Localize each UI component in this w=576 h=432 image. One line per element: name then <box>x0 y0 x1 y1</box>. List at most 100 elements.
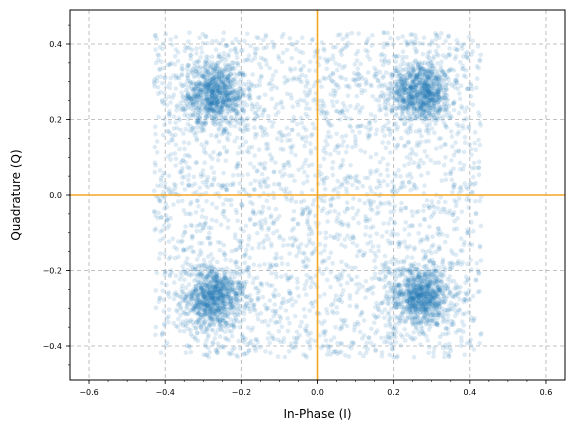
scatter-point <box>200 292 206 297</box>
scatter-point <box>211 294 216 300</box>
scatter-point <box>406 304 412 309</box>
scatter-point <box>416 294 422 300</box>
scatter-point <box>341 139 346 144</box>
scatter-point <box>439 77 445 83</box>
scatter-point <box>418 291 424 297</box>
scatter-point <box>305 174 310 179</box>
scatter-point <box>204 139 209 145</box>
scatter-point <box>307 308 312 313</box>
scatter-point <box>178 313 183 318</box>
scatter-point <box>295 39 300 45</box>
scatter-point <box>236 312 241 318</box>
scatter-point <box>466 205 471 210</box>
scatter-point <box>205 40 210 46</box>
scatter-point <box>433 249 439 255</box>
scatter-point <box>428 293 433 298</box>
scatter-point <box>470 49 476 54</box>
scatter-point <box>198 92 204 98</box>
scatter-point <box>179 72 184 78</box>
scatter-point <box>234 259 240 265</box>
scatter-point <box>451 68 457 73</box>
scatter-point <box>211 95 217 101</box>
scatter-point <box>434 273 439 279</box>
scatter-point <box>334 99 340 105</box>
scatter-point <box>233 293 239 299</box>
scatter-point <box>449 177 455 182</box>
scatter-point <box>214 283 219 289</box>
scatter-point <box>451 107 457 113</box>
scatter-point <box>223 98 229 104</box>
scatter-point <box>354 303 359 308</box>
scatter-point <box>161 308 167 314</box>
scatter-point <box>379 350 385 355</box>
scatter-point <box>394 329 399 335</box>
scatter-point <box>398 208 404 214</box>
scatter-point <box>418 173 424 178</box>
scatter-point <box>235 109 240 114</box>
scatter-point <box>468 146 474 152</box>
scatter-point <box>246 53 252 58</box>
scatter-point <box>397 76 402 82</box>
scatter-point <box>230 303 235 309</box>
scatter-point <box>219 113 224 118</box>
scatter-point <box>293 152 298 158</box>
scatter-point <box>266 114 271 119</box>
scatter-point <box>216 139 222 144</box>
scatter-point <box>375 77 381 83</box>
scatter-point <box>437 334 443 340</box>
scatter-point <box>193 94 199 99</box>
scatter-point <box>230 173 236 178</box>
scatter-point <box>387 94 393 100</box>
scatter-point <box>411 286 417 291</box>
scatter-point <box>237 292 242 298</box>
scatter-point <box>419 60 425 66</box>
scatter-point <box>381 178 387 184</box>
scatter-point <box>434 97 440 102</box>
scatter-point <box>402 227 407 232</box>
scatter-point <box>445 308 450 314</box>
scatter-point <box>186 177 191 183</box>
scatter-point <box>304 272 309 278</box>
scatter-point <box>441 293 447 299</box>
scatter-point <box>224 312 229 318</box>
scatter-point <box>412 111 418 117</box>
scatter-point <box>273 160 278 165</box>
scatter-point <box>404 75 409 81</box>
scatter-point <box>202 78 208 83</box>
scatter-point <box>425 93 430 98</box>
scatter-point <box>272 181 277 187</box>
scatter-point <box>476 137 481 143</box>
scatter-point <box>216 105 221 111</box>
scatter-point <box>224 96 230 102</box>
scatter-point <box>217 273 222 278</box>
scatter-point <box>220 344 225 349</box>
scatter-point <box>476 159 482 164</box>
scatter-point <box>251 262 257 267</box>
scatter-point <box>161 236 166 241</box>
scatter-point <box>181 208 187 213</box>
scatter-point <box>339 134 345 139</box>
scatter-point <box>446 33 452 39</box>
scatter-point <box>325 219 330 224</box>
scatter-point <box>220 69 226 74</box>
scatter-point <box>222 287 227 292</box>
scatter-point <box>433 92 439 98</box>
scatter-point <box>424 267 430 272</box>
scatter-point <box>474 261 480 266</box>
scatter-point <box>338 49 343 54</box>
scatter-point <box>180 157 185 163</box>
scatter-point <box>419 287 425 293</box>
scatter-point <box>199 267 204 272</box>
scatter-point <box>358 248 363 254</box>
scatter-point <box>203 282 208 288</box>
scatter-point <box>322 186 328 192</box>
scatter-point <box>153 226 159 231</box>
scatter-point <box>263 349 268 354</box>
scatter-point <box>202 313 207 318</box>
scatter-point <box>330 172 336 178</box>
scatter-point <box>231 295 237 301</box>
scatter-point <box>193 283 198 289</box>
scatter-point <box>204 283 209 289</box>
scatter-point <box>443 171 448 177</box>
scatter-point <box>171 202 176 207</box>
